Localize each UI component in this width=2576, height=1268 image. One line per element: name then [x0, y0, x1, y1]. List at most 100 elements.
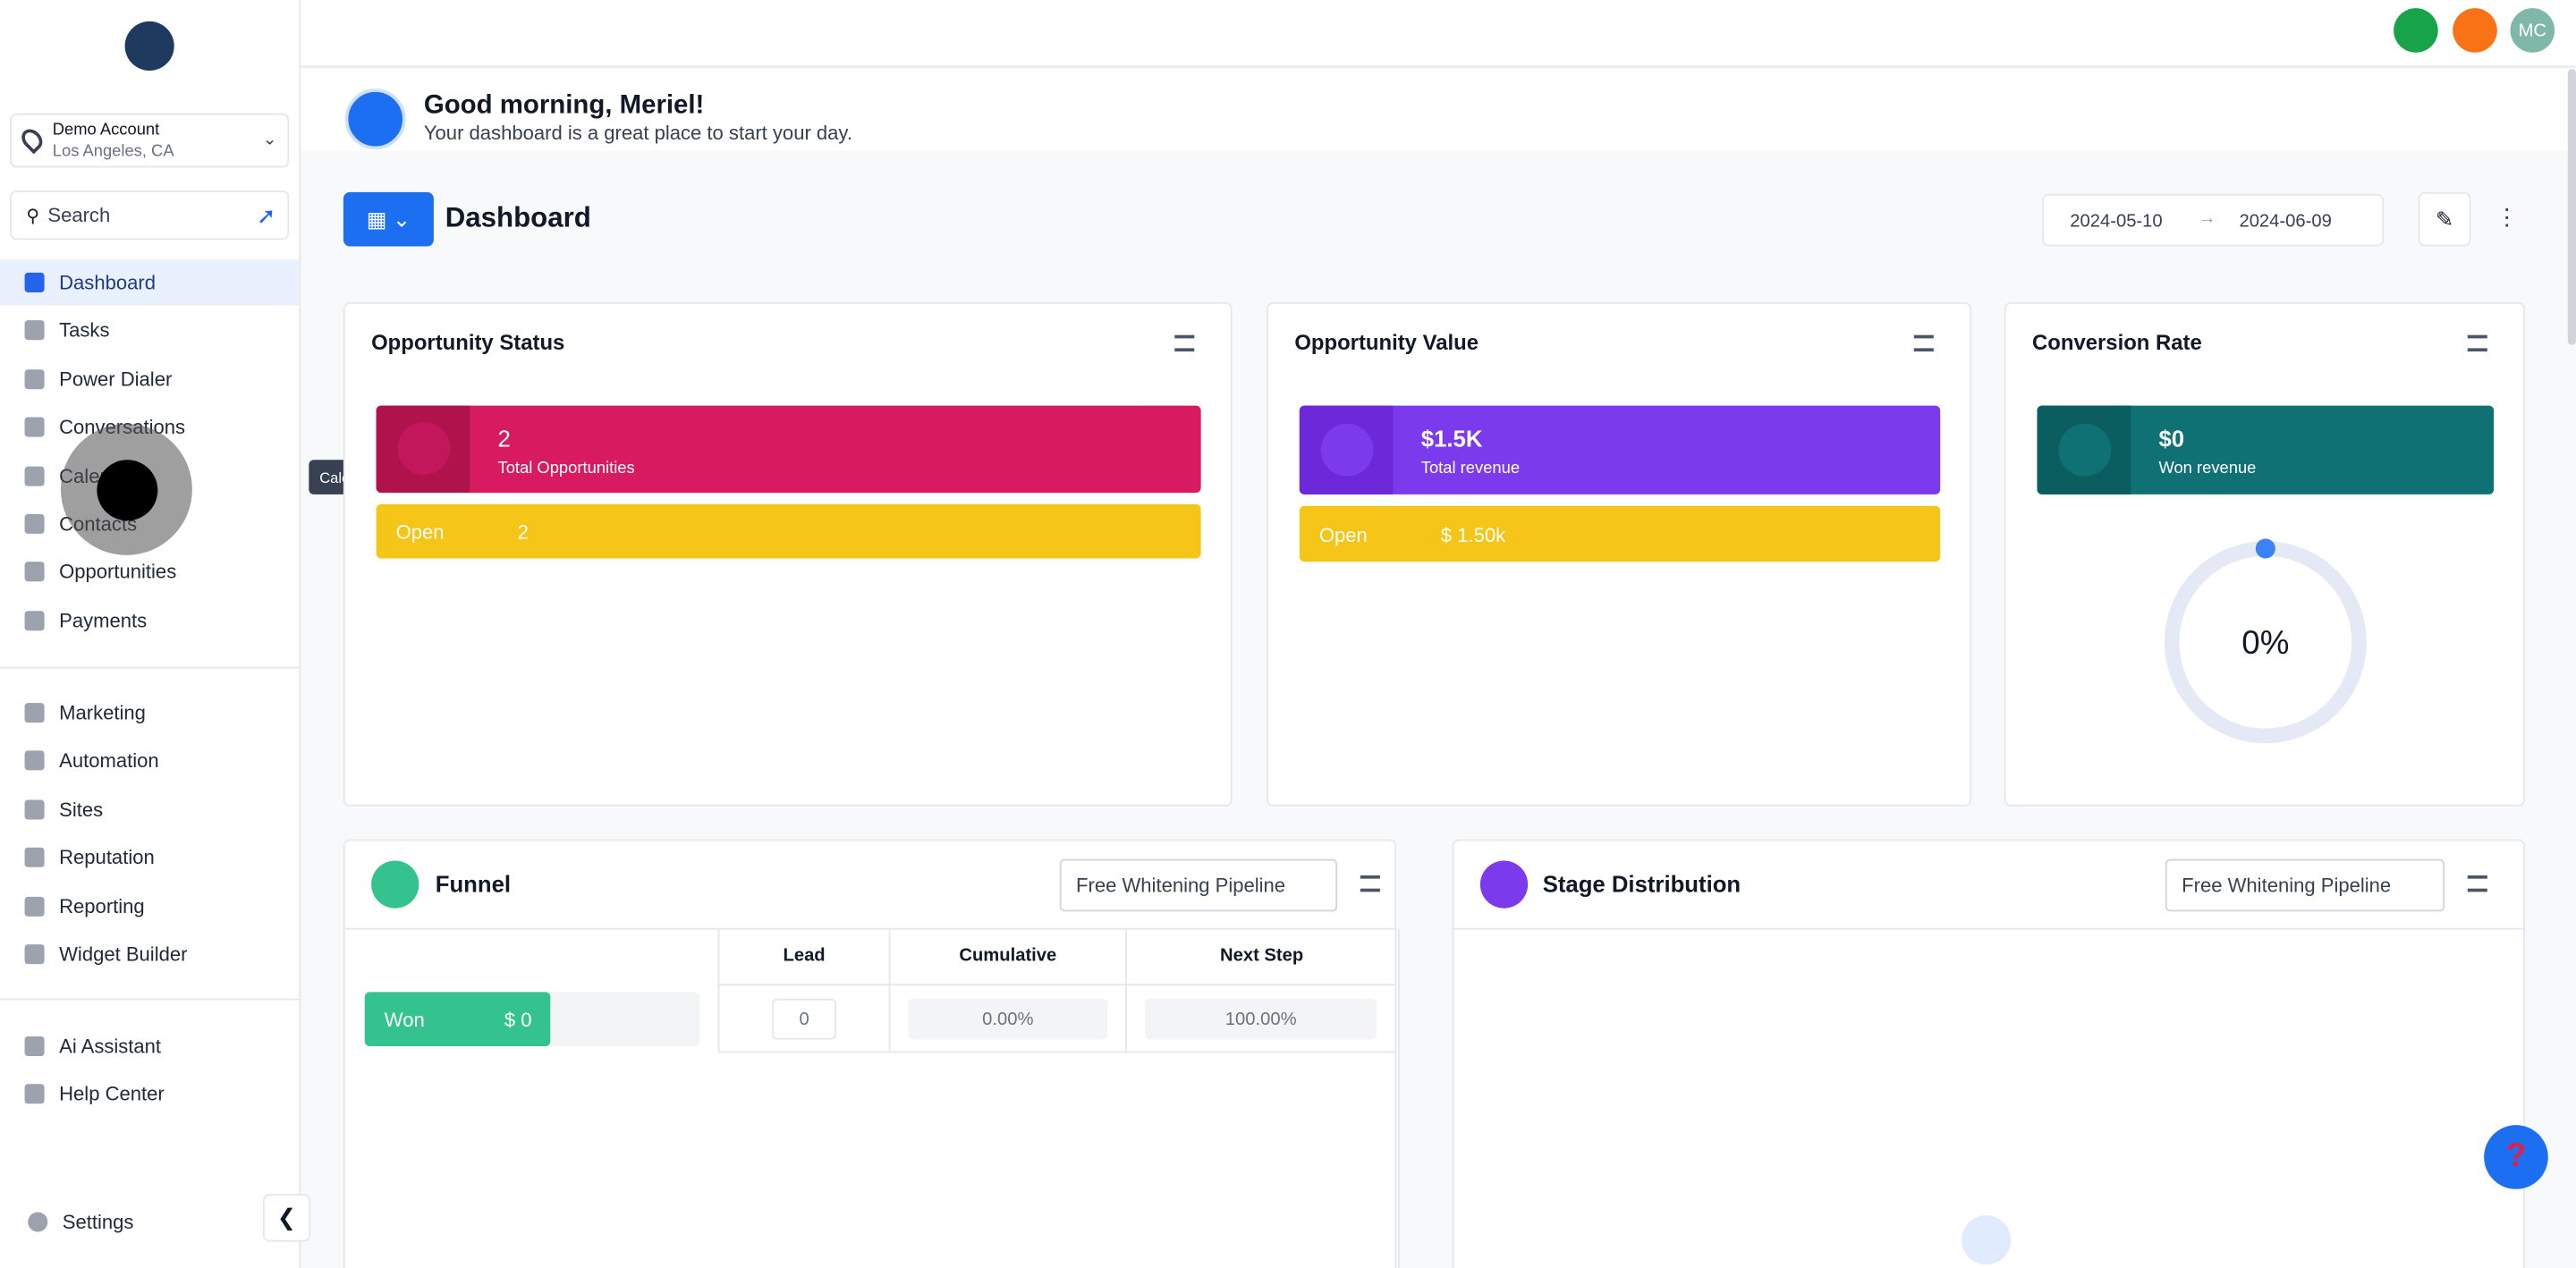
- open-label: Open: [1318, 523, 1368, 547]
- pipeline-select[interactable]: Free Whitening Pipeline: [1059, 858, 1338, 912]
- nav-label: Power Dialer: [59, 368, 173, 391]
- date-range-picker[interactable]: 2024-05-10 → 2024-06-09: [2042, 193, 2385, 247]
- more-button[interactable]: ⋮: [2495, 203, 2519, 231]
- nav-icon: [24, 896, 45, 917]
- nav-item[interactable]: Reputation: [0, 834, 299, 880]
- total-opportunities-bar: 2 Total Opportunities: [376, 405, 1201, 494]
- nav-icon: [24, 944, 45, 965]
- nav-icon: [24, 799, 45, 820]
- filter-button[interactable]: [2467, 334, 2487, 352]
- nav-label: Dashboard: [59, 271, 156, 294]
- nav-icon: [24, 848, 45, 868]
- stage-track: Won $ 0: [364, 992, 700, 1046]
- nav-item[interactable]: Widget Builder: [0, 931, 299, 976]
- greeting-subtitle: Your dashboard is a great place to start…: [423, 121, 852, 145]
- dashboard-switcher[interactable]: ▦ ⌄: [343, 191, 434, 247]
- card-title: Conversion Rate: [2032, 330, 2202, 355]
- open-value: 2: [517, 520, 529, 544]
- nav-icon: [24, 703, 45, 723]
- stat-value: 2: [497, 425, 511, 452]
- nav-item[interactable]: Tasks: [0, 308, 299, 353]
- search-placeholder: Search: [47, 203, 111, 227]
- notifications-button[interactable]: [2453, 8, 2497, 53]
- nav-item[interactable]: Payments: [0, 597, 299, 643]
- nav-icon: [24, 610, 45, 630]
- filter-button[interactable]: [1360, 875, 1380, 892]
- account-switcher[interactable]: Demo Account Los Angeles, CA ⌄: [10, 113, 290, 168]
- nav-label: Marketing: [59, 701, 146, 724]
- col-divider: [1125, 929, 1127, 1053]
- card-icon: [2058, 423, 2112, 477]
- search-box[interactable]: ⚲ Search ➚: [10, 190, 290, 241]
- lead-count: 0: [772, 998, 836, 1040]
- help-button[interactable]: ?: [2484, 1125, 2548, 1189]
- cumulative: 0.00%: [908, 998, 1107, 1040]
- arrow: →: [2198, 208, 2216, 229]
- stat-value: $1.5K: [1420, 425, 1483, 452]
- nav-item[interactable]: Power Dialer: [0, 356, 299, 402]
- opportunity-status-card: Opportunity Status 2 Total Opportunities…: [343, 301, 1233, 807]
- nav-item[interactable]: Reporting: [0, 883, 299, 928]
- filter-button[interactable]: [1913, 334, 1934, 352]
- nav-label: Tasks: [59, 319, 110, 342]
- stage-icon: [1479, 860, 1529, 909]
- nav-item[interactable]: Automation: [0, 738, 299, 783]
- topbar: MC: [301, 0, 2576, 68]
- card-title: Funnel: [435, 870, 512, 897]
- pipeline-select[interactable]: Free Whitening Pipeline: [2165, 858, 2445, 912]
- nav-icon: [24, 417, 45, 437]
- account-location: Los Angeles, CA: [52, 142, 174, 161]
- quick-action-icon[interactable]: ➚: [257, 200, 276, 228]
- nav-label: Automation: [59, 749, 159, 773]
- funnel-card: Funnel Free Whitening Pipeline Lead Cumu…: [343, 839, 1400, 1268]
- nav-label: Opportunities: [59, 561, 177, 584]
- date-to: 2024-06-09: [2239, 211, 2332, 232]
- phone-button[interactable]: [2394, 8, 2438, 53]
- divider: [0, 666, 300, 669]
- nav-label: Widget Builder: [59, 943, 188, 966]
- nav-item[interactable]: Marketing: [0, 689, 299, 735]
- logo[interactable]: [124, 21, 174, 71]
- nav-icon: [24, 368, 45, 389]
- nav-item[interactable]: Sites: [0, 786, 299, 832]
- filter-button[interactable]: [2467, 875, 2487, 892]
- collapse-button[interactable]: ❮: [262, 1194, 311, 1242]
- filter-button[interactable]: [1174, 334, 1195, 352]
- nav-icon: [24, 272, 45, 292]
- stat-label: Total revenue: [1420, 460, 1521, 478]
- nav-item[interactable]: Settings: [0, 1199, 299, 1245]
- nav-icon: [24, 465, 45, 486]
- nav-item[interactable]: Opportunities: [0, 549, 299, 595]
- card-title: Stage Distribution: [1542, 870, 1741, 897]
- page-scrollbar: [2567, 69, 2576, 345]
- nav-icon: [24, 320, 45, 341]
- nav-label: Reporting: [59, 894, 145, 917]
- won-revenue-bar: $0 Won revenue: [2037, 405, 2495, 495]
- open-bar: Open $ 1.50k: [1299, 505, 1941, 562]
- greeting-title: Good morning, Meriel!: [423, 91, 705, 121]
- edit-button[interactable]: ✎: [2418, 191, 2471, 247]
- divider: [0, 998, 300, 1001]
- open-value: $ 1.50k: [1440, 523, 1506, 547]
- nav-item[interactable]: Dashboard: [0, 259, 300, 306]
- stage-bar: Won $ 0: [364, 992, 551, 1046]
- nav-label: Settings: [62, 1210, 134, 1234]
- dashboard-title: Dashboard: [445, 201, 591, 233]
- nav-label: Reputation: [59, 846, 155, 869]
- user-avatar[interactable]: MC: [2510, 8, 2555, 53]
- stage-amount: $ 0: [504, 1008, 532, 1032]
- conversion-rate-card: Conversion Rate $0 Won revenue 0%: [2004, 301, 2526, 807]
- icon-box: [2037, 405, 2131, 495]
- nav-item[interactable]: Ai Assistant: [0, 1023, 299, 1069]
- pipeline-name: Free Whitening Pipeline: [1076, 874, 1286, 897]
- icon-box: [376, 405, 470, 494]
- funnel-icon: [397, 422, 451, 475]
- open-label: Open: [395, 520, 445, 544]
- cursor: [97, 460, 158, 521]
- nav-icon: [24, 1084, 45, 1104]
- scrollbar: [1398, 929, 1400, 1268]
- next-step: 100.00%: [1145, 998, 1377, 1040]
- nav-item[interactable]: Help Center: [0, 1071, 299, 1117]
